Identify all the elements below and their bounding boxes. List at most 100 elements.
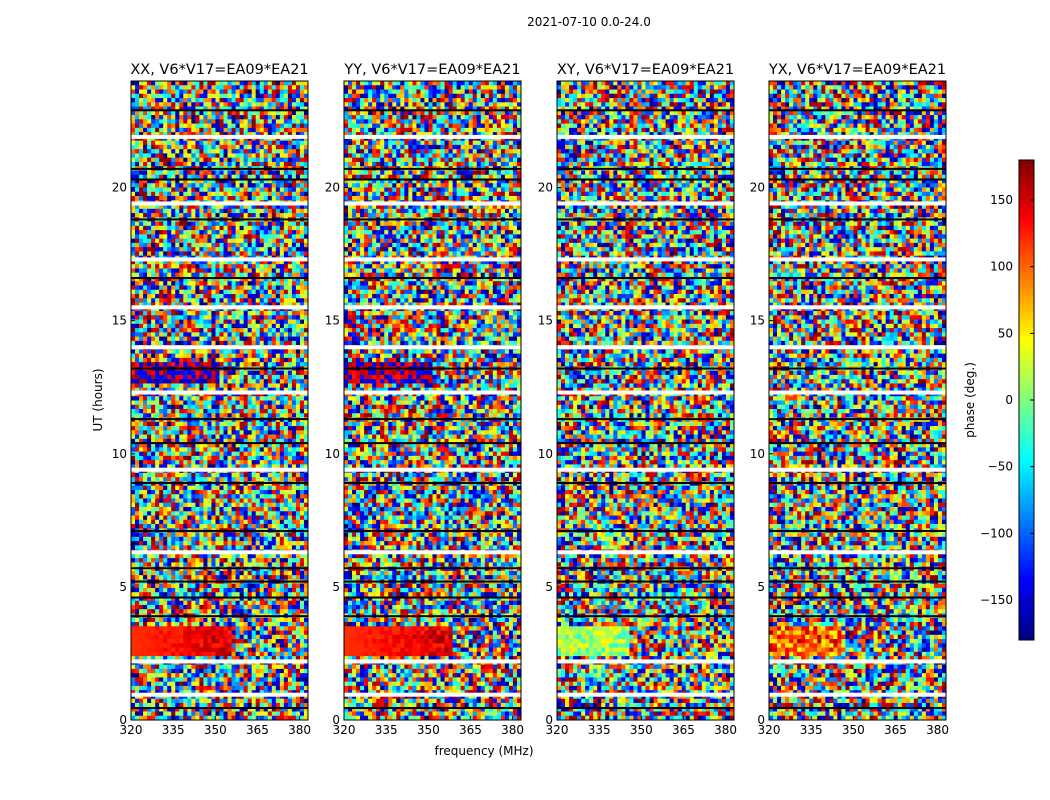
- y-tick-label: 0: [119, 713, 127, 727]
- colorbar-tick-label: 100: [990, 260, 1013, 274]
- colorbar-segment: [1019, 336, 1034, 341]
- colorbar-segment: [1019, 300, 1034, 305]
- colorbar-segment: [1019, 572, 1034, 577]
- colorbar-segment: [1019, 316, 1034, 321]
- colorbar-segment: [1019, 412, 1034, 417]
- x-tick-label: 365: [246, 723, 269, 737]
- x-tick-label: 380: [288, 723, 311, 737]
- colorbar-segment: [1019, 192, 1034, 197]
- panel-title: YY, V6*V17=EA09*EA21: [343, 62, 520, 78]
- colorbar-label: phase (deg.): [963, 362, 977, 438]
- y-axis-label: UT (hours): [91, 368, 105, 431]
- colorbar-segment: [1019, 208, 1034, 213]
- colorbar-segment: [1019, 288, 1034, 293]
- x-tick-label: 335: [375, 723, 398, 737]
- panel-1: XX, V6*V17=EA09*EA21 320 335 350 365 380 0 5 10 1…: [112, 62, 311, 737]
- colorbar-segment: [1019, 364, 1034, 369]
- x-tick-label: 365: [884, 723, 907, 737]
- panel-title: XX, V6*V17=EA09*EA21: [130, 62, 308, 78]
- colorbar-segment: [1019, 604, 1034, 609]
- colorbar-segment: [1019, 232, 1034, 237]
- y-tick-label: 15: [112, 314, 127, 328]
- colorbar-segment: [1019, 292, 1034, 297]
- x-tick-label: 320: [333, 723, 356, 737]
- colorbar-segment: [1019, 216, 1034, 221]
- colorbar-segment: [1019, 376, 1034, 381]
- colorbar-segment: [1019, 404, 1034, 409]
- colorbar-segment: [1019, 260, 1034, 265]
- colorbar-segment: [1019, 420, 1034, 425]
- colorbar-segment: [1019, 432, 1034, 437]
- colorbar-segment: [1019, 332, 1034, 337]
- colorbar-segment: [1019, 172, 1034, 177]
- y-tick-label: 20: [750, 181, 765, 195]
- colorbar-segment: [1019, 568, 1034, 573]
- colorbar-segment: [1019, 488, 1034, 493]
- colorbar-tick-label: 150: [990, 193, 1013, 207]
- y-tick-label: 5: [119, 580, 127, 594]
- colorbar-segment: [1019, 440, 1034, 445]
- colorbar-segment: [1019, 588, 1034, 593]
- x-tick-label: 380: [926, 723, 949, 737]
- x-tick-label: 320: [758, 723, 781, 737]
- colorbar-segment: [1019, 596, 1034, 601]
- colorbar-segment: [1019, 540, 1034, 545]
- colorbar-segment: [1019, 308, 1034, 313]
- colorbar-segment: [1019, 228, 1034, 233]
- colorbar-segment: [1019, 264, 1034, 269]
- colorbar-segment: [1019, 328, 1034, 333]
- y-tick-label: 15: [325, 314, 340, 328]
- colorbar-tick-label: −100: [980, 526, 1013, 540]
- colorbar-tick-label: 0: [1005, 393, 1013, 407]
- colorbar-segment: [1019, 584, 1034, 589]
- phase-heatmap: [131, 81, 308, 720]
- x-tick-label: 350: [630, 723, 653, 737]
- y-tick-label: 0: [545, 713, 553, 727]
- colorbar-segment: [1019, 512, 1034, 517]
- colorbar-segment: [1019, 492, 1034, 497]
- colorbar-segment: [1019, 184, 1034, 189]
- panel-frame: [130, 80, 309, 721]
- colorbar-segment: [1019, 456, 1034, 461]
- x-axis-label: frequency (MHz): [434, 744, 533, 758]
- y-tick-label: 5: [332, 580, 340, 594]
- colorbar-segment: [1019, 276, 1034, 281]
- colorbar-segment: [1019, 484, 1034, 489]
- colorbar-segment: [1019, 224, 1034, 229]
- colorbar-segment: [1019, 612, 1034, 617]
- colorbar-segment: [1019, 444, 1034, 449]
- colorbar-segment: [1019, 212, 1034, 217]
- panel-2: YY, V6*V17=EA09*EA21 320 335 350 365 380 0 5 10 1…: [325, 62, 524, 737]
- colorbar-segment: [1019, 408, 1034, 413]
- colorbar-segment: [1019, 500, 1034, 505]
- colorbar-segment: [1019, 312, 1034, 317]
- y-tick-label: 0: [757, 713, 765, 727]
- colorbar-segment: [1019, 460, 1034, 465]
- colorbar-segment: [1019, 616, 1034, 621]
- colorbar-segment: [1019, 236, 1034, 241]
- x-tick-label: 335: [162, 723, 185, 737]
- colorbar-segment: [1019, 248, 1034, 253]
- colorbar-segment: [1019, 552, 1034, 557]
- colorbar-segment: [1019, 452, 1034, 457]
- colorbar-segment: [1019, 536, 1034, 541]
- x-tick-label: 320: [120, 723, 143, 737]
- x-tick-label: 320: [546, 723, 569, 737]
- colorbar-segment: [1019, 428, 1034, 433]
- colorbar-segment: [1019, 168, 1034, 173]
- x-tick-label: 365: [672, 723, 695, 737]
- colorbar-segment: [1019, 620, 1034, 625]
- colorbar-segment: [1019, 448, 1034, 453]
- y-tick-label: 5: [545, 580, 553, 594]
- colorbar-segment: [1019, 164, 1034, 169]
- colorbar-segment: [1019, 516, 1034, 521]
- colorbar-segment: [1019, 340, 1034, 345]
- colorbar-segment: [1019, 592, 1034, 597]
- colorbar-segment: [1019, 272, 1034, 277]
- colorbar-segment: [1019, 564, 1034, 569]
- colorbar-segment: [1019, 304, 1034, 309]
- colorbar-segment: [1019, 244, 1034, 249]
- colorbar-segment: [1019, 496, 1034, 501]
- colorbar-segment: [1019, 396, 1034, 401]
